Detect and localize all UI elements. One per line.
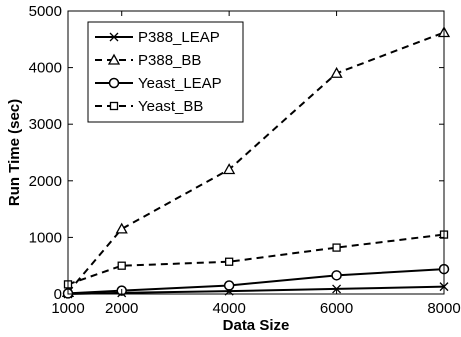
y-tick-label: 0: [54, 286, 62, 303]
data-point: [333, 244, 340, 251]
data-point: [226, 258, 233, 265]
data-point: [225, 281, 234, 290]
data-point: [117, 224, 127, 233]
x-axis-title: Data Size: [223, 317, 290, 334]
y-tick-label: 2000: [29, 173, 62, 190]
legend-marker: [110, 79, 119, 88]
series-line: [68, 235, 444, 285]
y-tick-label: 5000: [29, 3, 62, 20]
series-yeast-bb: [65, 231, 448, 288]
legend-label: P388_LEAP: [138, 29, 220, 46]
y-tick-label: 4000: [29, 60, 62, 77]
y-tick-label: 3000: [29, 116, 62, 133]
legend-marker: [111, 103, 118, 110]
y-axis-title: Run Time (sec): [6, 99, 23, 206]
x-tick-label: 2000: [105, 300, 138, 317]
x-tick-label: 6000: [320, 300, 353, 317]
legend: P388_LEAP P388_BB Yeast_LEAP Yeast_BB: [88, 22, 243, 122]
legend-label: Yeast_BB: [138, 98, 203, 115]
x-tick-label: 4000: [212, 300, 245, 317]
y-tick-label: 1000: [29, 229, 62, 246]
legend-label: Yeast_LEAP: [138, 75, 222, 92]
data-point: [332, 271, 341, 280]
data-point: [118, 262, 125, 269]
legend-label: P388_BB: [138, 52, 201, 69]
x-tick-label: 8000: [427, 300, 460, 317]
